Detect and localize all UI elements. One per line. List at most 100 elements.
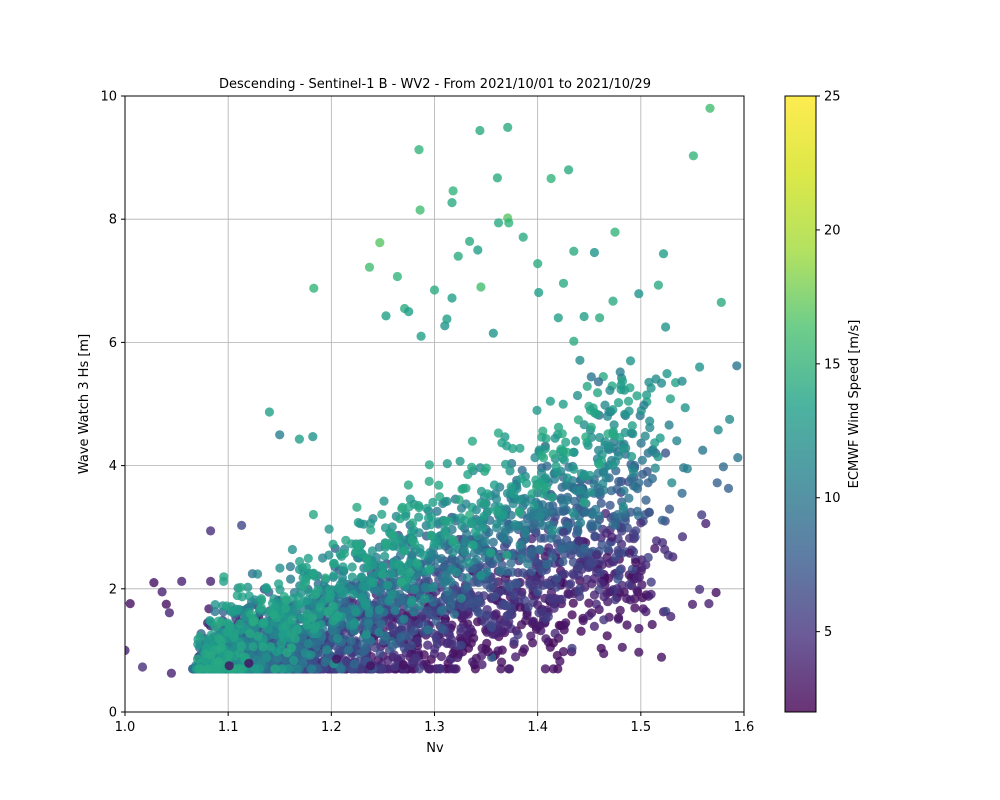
- scatter-point: [647, 619, 657, 630]
- scatter-point: [414, 145, 424, 155]
- scatter-point: [625, 383, 635, 393]
- scatter-point: [642, 390, 652, 400]
- scatter-point: [125, 599, 135, 609]
- scatter-point: [537, 566, 547, 576]
- scatter-point: [351, 607, 361, 617]
- scatter-point: [561, 437, 571, 447]
- scatter-point: [615, 605, 625, 616]
- scatter-point: [543, 579, 554, 590]
- scatter-point: [579, 311, 589, 322]
- scatter-point: [331, 654, 342, 664]
- scatter-point: [493, 646, 503, 656]
- scatter-point: [214, 657, 224, 667]
- scatter-point: [435, 492, 445, 502]
- scatter-point: [409, 607, 419, 617]
- scatter-point: [664, 504, 675, 514]
- scatter-point: [489, 480, 499, 490]
- scatter-point: [505, 664, 515, 674]
- scatter-point: [625, 595, 635, 605]
- scatter-point: [595, 313, 605, 323]
- scatter-point: [381, 538, 391, 548]
- scatter-point: [569, 246, 579, 256]
- scatter-point: [547, 526, 558, 536]
- scatter-point: [589, 590, 600, 600]
- scatter-point: [453, 251, 463, 261]
- scatter-point: [595, 568, 606, 578]
- scatter-point: [447, 293, 457, 303]
- scatter-point: [574, 586, 584, 596]
- scatter-point: [650, 463, 660, 473]
- scatter-point: [414, 664, 424, 674]
- scatter-point: [412, 558, 422, 568]
- scatter-point: [733, 453, 743, 463]
- colorbar: [785, 96, 816, 712]
- scatter-point: [425, 564, 435, 574]
- scatter-point: [553, 313, 563, 323]
- scatter-point: [285, 562, 295, 572]
- scatter-point: [680, 403, 690, 413]
- scatter-point: [462, 529, 472, 539]
- scatter-point: [322, 645, 332, 655]
- scatter-point: [558, 557, 568, 567]
- scatter-point: [711, 587, 721, 598]
- scatter-point: [364, 618, 374, 629]
- scatter-point: [546, 173, 556, 184]
- scatter-point: [653, 452, 663, 462]
- scatter-point: [232, 590, 242, 601]
- scatter-point: [608, 520, 618, 530]
- scatter-point: [362, 563, 372, 573]
- scatter-point: [149, 578, 159, 588]
- scatter-point: [354, 539, 364, 549]
- scatter-point: [631, 557, 641, 567]
- y-tick-label: 10: [100, 90, 117, 105]
- scatter-point: [457, 484, 467, 494]
- scatter-point: [677, 532, 688, 542]
- scatter-point: [404, 307, 414, 317]
- scatter-point: [585, 470, 595, 480]
- scatter-point: [568, 598, 578, 608]
- scatter-point: [718, 462, 729, 472]
- scatter-point: [592, 520, 602, 530]
- scatter-point: [498, 531, 508, 542]
- scatter-point: [355, 649, 365, 659]
- scatter-point: [447, 664, 457, 674]
- scatter-point: [518, 568, 528, 578]
- scatter-point: [640, 431, 650, 441]
- scatter-point: [303, 639, 313, 649]
- scatter-point: [695, 584, 705, 595]
- scatter-point: [460, 547, 470, 557]
- scatter-point: [405, 494, 415, 504]
- scatter-point: [390, 606, 400, 616]
- scatter-point: [588, 557, 599, 568]
- scatter-point: [618, 443, 629, 454]
- scatter-point: [586, 487, 596, 497]
- scatter-point: [574, 536, 584, 546]
- scatter-point: [353, 517, 363, 528]
- scatter-point: [600, 400, 610, 410]
- scatter-point: [616, 385, 626, 395]
- scatter-point: [607, 532, 617, 542]
- scatter-point: [627, 421, 637, 431]
- scatter-point: [446, 577, 456, 587]
- scatter-point: [404, 502, 414, 512]
- scatter-point: [527, 520, 537, 531]
- scatter-point: [235, 664, 245, 674]
- scatter-point: [576, 626, 586, 636]
- scatter-point: [611, 552, 621, 562]
- scatter-point: [548, 553, 558, 563]
- scatter-point: [488, 537, 498, 547]
- scatter-point: [437, 624, 447, 634]
- scatter-point: [538, 453, 549, 463]
- scatter-point: [627, 564, 638, 575]
- scatter-point: [309, 568, 319, 578]
- scatter-point: [302, 620, 312, 630]
- scatter-point: [618, 502, 628, 512]
- scatter-point: [396, 577, 406, 587]
- scatter-point: [622, 523, 633, 533]
- scatter-point: [644, 507, 654, 517]
- scatter-point: [658, 249, 669, 259]
- scatter-point: [646, 383, 656, 393]
- scatter-point: [463, 469, 473, 480]
- scatter-point: [380, 523, 391, 533]
- scatter-point: [510, 519, 520, 530]
